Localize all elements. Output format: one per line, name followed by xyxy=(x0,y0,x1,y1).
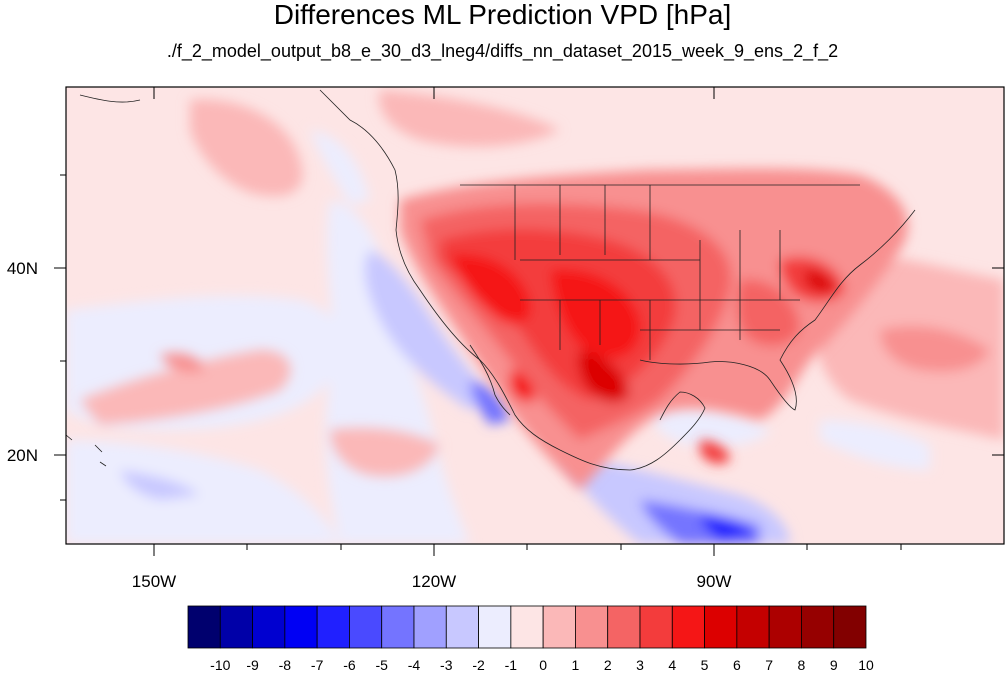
map-subtitle: ./f_2_model_output_b8_e_30_d3_lneg4/diff… xyxy=(166,41,839,61)
colorbar-label: -2 xyxy=(472,657,485,672)
colorbar-swatch xyxy=(671,605,705,649)
colorbar-swatch xyxy=(349,605,383,649)
lon-label-90w: 90W xyxy=(697,572,732,591)
colorbar-label: -5 xyxy=(375,657,388,672)
coastlines xyxy=(66,89,916,471)
colorbar-label: 4 xyxy=(668,657,676,672)
lat-label-20n: 20N xyxy=(7,446,38,465)
colorbar-label: -10 xyxy=(210,657,230,672)
colorbar-label: 6 xyxy=(733,657,741,672)
colorbar-swatch xyxy=(219,605,253,649)
map-plot-area xyxy=(66,87,1004,544)
colorbar-label: -4 xyxy=(408,657,421,672)
colorbar-swatch xyxy=(833,605,867,649)
colorbar-label: -6 xyxy=(343,657,356,672)
colorbar-swatch xyxy=(381,605,415,649)
lon-label-150w: 150W xyxy=(132,572,176,591)
colorbar-swatch xyxy=(187,605,221,649)
positive-anomaly-regions xyxy=(400,168,908,490)
colorbar-swatch xyxy=(639,605,673,649)
colorbar-label: 9 xyxy=(830,657,838,672)
colorbar-label: 10 xyxy=(858,657,874,672)
colorbar-swatch xyxy=(413,605,447,649)
colorbar-swatch xyxy=(607,605,641,649)
colorbar-label: 7 xyxy=(765,657,773,672)
axis-ticks xyxy=(54,87,1004,556)
colorbar-swatch xyxy=(284,605,318,649)
colorbar-swatch xyxy=(252,605,286,649)
colorbar-swatch xyxy=(768,605,802,649)
map-frame xyxy=(65,86,1005,545)
lat-label-40n: 40N xyxy=(7,259,38,278)
colorbar-swatch xyxy=(542,605,576,649)
colorbar-label: 5 xyxy=(701,657,709,672)
colorbar-swatch xyxy=(316,605,350,649)
colorbar-label: -9 xyxy=(246,657,259,672)
colorbar-swatch xyxy=(445,605,479,649)
colorbar-label: 3 xyxy=(636,657,644,672)
axis-labels: 150W 120W 90W 40N 20N xyxy=(7,259,732,591)
lon-label-120w: 120W xyxy=(412,572,456,591)
colorbar-swatch xyxy=(736,605,770,649)
colorbar-label: 8 xyxy=(798,657,806,672)
colorbar-label: -7 xyxy=(311,657,324,672)
colorbar-swatch xyxy=(801,605,835,649)
colorbar-swatch xyxy=(704,605,738,649)
colorbar-swatch xyxy=(478,605,512,649)
colorbar-label: 2 xyxy=(604,657,612,672)
colorbar: -10 -9 -8 -7 -6 -5 -4 -3 -2 -1 0 1 2 3 4 5 6 7 8 9 10 xyxy=(187,605,874,673)
colorbar-label: -1 xyxy=(505,657,518,672)
colorbar-swatch xyxy=(575,605,609,649)
colorbar-swatch xyxy=(510,605,544,649)
colorbar-label: -8 xyxy=(279,657,292,672)
colorbar-label: -3 xyxy=(440,657,453,672)
colorbar-label: 1 xyxy=(572,657,580,672)
map-title: Differences ML Prediction VPD [hPa] xyxy=(273,0,732,30)
colorbar-label: 0 xyxy=(539,657,547,672)
